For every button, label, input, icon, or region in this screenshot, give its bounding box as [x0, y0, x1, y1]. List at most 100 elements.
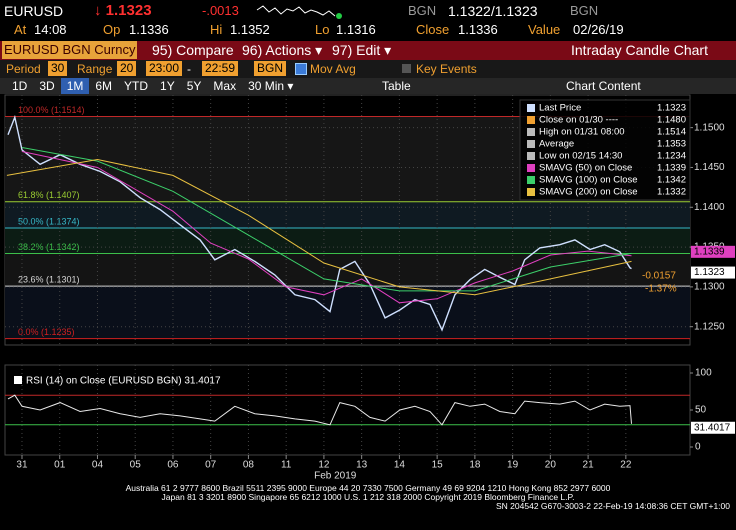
value-marker-bg [691, 266, 735, 279]
y-tick-label: 1.1300 [694, 282, 725, 293]
view-title: Intraday Candle Chart [571, 42, 708, 58]
legend-value: 1.1323 [657, 103, 686, 114]
source: BGN [408, 3, 437, 18]
x-tick-label: 18 [469, 460, 481, 471]
legend-swatch [527, 188, 535, 196]
legend-label: SMAVG (50) on Close [539, 163, 632, 174]
range-button[interactable]: 5Y [186, 79, 202, 93]
label: Hi [210, 22, 223, 37]
range-button[interactable]: 6M [95, 79, 113, 93]
value-marker: 31.4017 [694, 422, 731, 433]
series-line [7, 394, 632, 426]
value: 02/26/19 [573, 22, 624, 37]
button[interactable]: Chart Content [566, 79, 641, 93]
input[interactable]: 22:59 [202, 61, 239, 76]
x-tick-label: 21 [583, 460, 595, 471]
legend-swatch [527, 116, 535, 124]
input[interactable]: 23:00 [146, 61, 183, 76]
y-tick-label: 1.1400 [694, 202, 725, 213]
range-button[interactable]: YTD [124, 79, 149, 93]
x-tick-label: 14 [394, 460, 406, 471]
sparkline-line [256, 5, 336, 17]
menu-item[interactable]: 95) Compare [152, 42, 234, 58]
legend-value: 1.1514 [657, 127, 686, 138]
x-tick-label: 12 [318, 460, 330, 471]
range-button[interactable]: 1D [12, 79, 28, 93]
x-axis-label: Feb 2019 [314, 471, 357, 482]
x-tick-label: 08 [243, 460, 255, 471]
security[interactable]: EURUSD BGN Curncy [2, 41, 138, 59]
legend-value: 1.1234 [657, 151, 686, 162]
range-button[interactable]: 1M [60, 78, 90, 94]
source: BGN [570, 3, 599, 18]
plot-frame [4, 364, 691, 456]
footer: Australia 61 2 9777 8600 Brazil 5511 239… [0, 484, 736, 511]
fib-band [5, 201, 690, 228]
fib-label: 38.2% (1.1342) [18, 242, 80, 252]
legend-swatch [527, 104, 535, 112]
x-tick-label: 20 [545, 460, 557, 471]
legend-swatch [527, 140, 535, 148]
fib-label: 23.6% (1.1301) [18, 274, 80, 284]
ticker: EURUSD [4, 3, 64, 19]
legend-value: 1.1353 [657, 139, 686, 150]
last-price: ↓ 1.1323 [94, 2, 152, 19]
legend-label: Average [539, 139, 574, 150]
series-line [7, 114, 632, 332]
y-tick-label: 1.1450 [694, 162, 725, 173]
sparkline [256, 5, 342, 19]
input[interactable]: BGN [254, 61, 287, 76]
settings-bar [0, 60, 736, 78]
label[interactable]: Mov Avg [310, 62, 356, 76]
label: Value [528, 22, 561, 37]
legend-label: Last Price [539, 103, 581, 114]
x-tick-label: 19 [507, 460, 519, 471]
fib-label: 0.0% (1.1235) [18, 327, 75, 337]
y-tick-label: 100 [695, 368, 712, 379]
value: 1.1352 [230, 22, 270, 37]
legend-value: 1.1332 [657, 187, 686, 198]
value: 1.1316 [336, 22, 376, 37]
checkbox[interactable] [402, 64, 411, 73]
footer-line: Japan 81 3 3201 8900 Singapore 65 6212 1… [161, 492, 575, 502]
legend-swatch [527, 176, 535, 184]
legend-label: Close on 01/30 ---- [539, 115, 618, 126]
value: 14:08 [34, 22, 67, 37]
sparkline-dot [336, 13, 342, 19]
menu-item[interactable]: 97) Edit ▾ [332, 42, 392, 58]
y-tick-label: 0 [695, 442, 701, 453]
button[interactable]: Table [382, 79, 411, 93]
series-line [6, 158, 632, 296]
label[interactable]: Key Events [416, 62, 477, 76]
x-tick-label: 06 [167, 460, 179, 471]
legend: Last Price 1.1323 Close on 01/30 ---- 1.148… [519, 99, 691, 201]
x-tick-label: 22 [620, 460, 632, 471]
y-tick-label: 1.1500 [694, 122, 725, 133]
legend-value: 1.1342 [657, 175, 686, 186]
y-tick-label: 1.1250 [694, 321, 725, 332]
fib-label: 100.0% (1.1514) [18, 105, 85, 115]
range-button[interactable]: 30 Min ▾ [248, 79, 294, 93]
checkbox[interactable] [295, 63, 307, 75]
legend-label: High on 01/31 08:00 [539, 127, 625, 138]
x-tick-label: 04 [92, 460, 104, 471]
x-tick-label: 01 [54, 460, 66, 471]
range-buttons: 1D 3D 1M 6M YTD 1Y 5Y Max 30 Min ▾ [6, 78, 299, 94]
footer-line: SN 204542 G670-3003-2 22-Feb-19 14:08:36… [496, 501, 730, 511]
range-button[interactable]: 3D [39, 79, 55, 93]
y-tick-label: 50 [695, 405, 707, 416]
menu-item[interactable]: 96) Actions ▾ [242, 42, 323, 58]
input[interactable]: 20 [117, 61, 137, 76]
fib-band [5, 253, 690, 287]
input[interactable]: 30 [48, 61, 68, 76]
value-marker-bg [691, 421, 735, 434]
legend-swatch [527, 152, 535, 160]
range-button[interactable]: Max [213, 79, 237, 93]
footer-line: Australia 61 2 9777 8600 Brazil 5511 239… [125, 483, 611, 493]
legend-swatch [14, 376, 22, 384]
menu-bar [0, 41, 736, 60]
range-button[interactable]: 1Y [160, 79, 175, 93]
fib-label: 50.0% (1.1374) [18, 216, 80, 226]
